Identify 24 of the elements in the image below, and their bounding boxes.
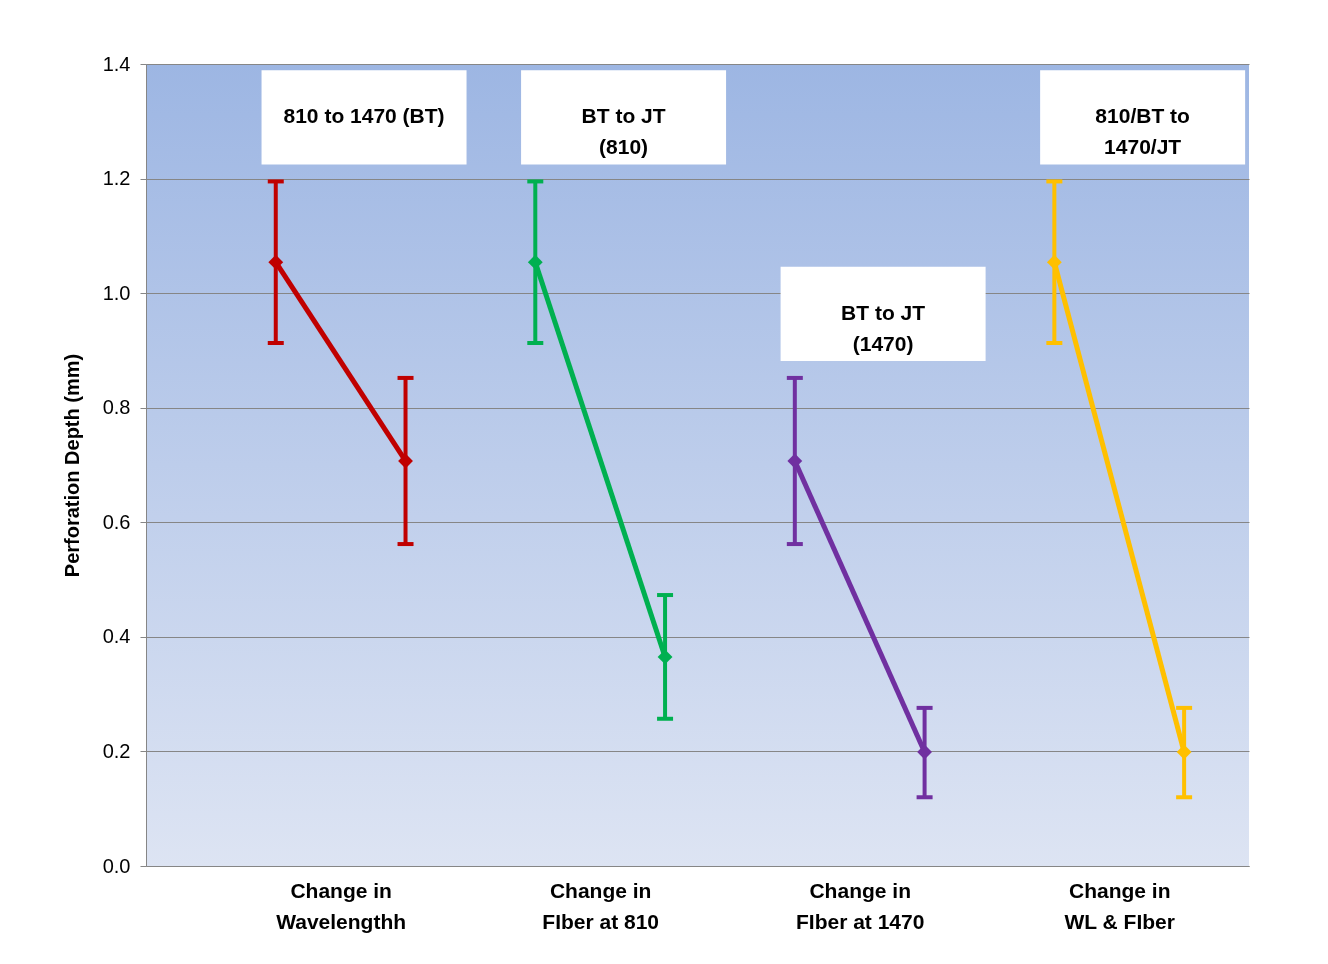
y-tick-label: 0.0 — [102, 854, 131, 877]
y-tick-label: 1.0 — [102, 281, 131, 304]
y-tick-label: 0.8 — [102, 396, 131, 419]
annotation: 810 to 1470 (BT) — [283, 104, 445, 128]
x-tick-label: Change in FIber at 810 — [542, 878, 660, 933]
y-tick-label: 0.4 — [102, 625, 131, 648]
point — [1046, 254, 1062, 270]
point — [268, 254, 284, 270]
x-tick-label: Change in Wavelengthh — [276, 878, 407, 933]
y-axis-title: Perforation Depth (mm) — [60, 353, 83, 578]
x-tick-label: Change in FIber at 1470 — [796, 878, 925, 933]
annotation: 810/BT to 1470/JT — [1095, 104, 1190, 159]
y-tick-label: 0.2 — [102, 739, 131, 762]
y-tick-label: 1.2 — [102, 167, 131, 190]
point — [787, 453, 803, 469]
annotation: BT to JT (810) — [581, 104, 666, 159]
x-tick-label: Change in WL & FIber — [1064, 878, 1175, 933]
point — [1176, 744, 1192, 760]
y-tick-label: 0.6 — [102, 510, 131, 533]
annotation: BT to JT (1470) — [841, 300, 926, 355]
point — [657, 649, 673, 665]
point — [917, 744, 932, 760]
point — [527, 254, 543, 270]
y-tick-label: 1.4 — [102, 52, 131, 75]
